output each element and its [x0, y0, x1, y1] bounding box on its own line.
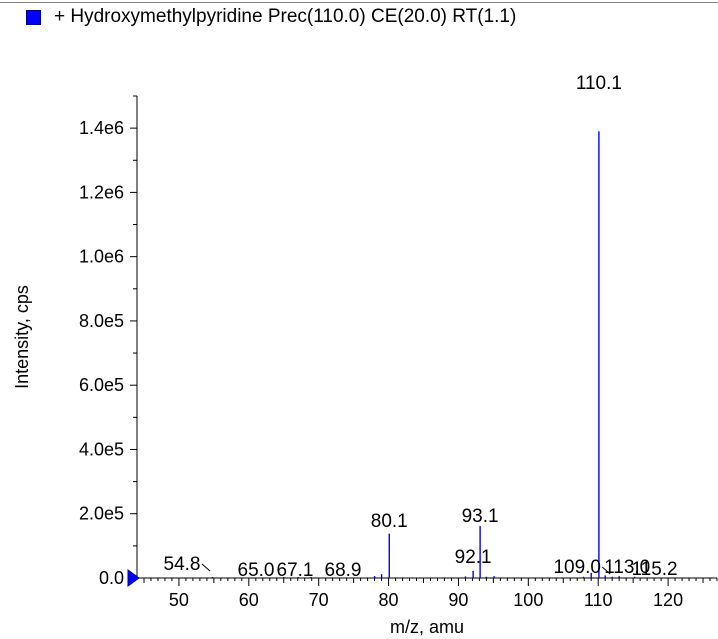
peak-label: 109.0 — [553, 557, 601, 578]
x-tick-label: 70 — [309, 590, 329, 610]
peak-label: 67.1 — [277, 560, 314, 581]
peak-label: 80.1 — [371, 511, 408, 532]
y-tick-label: 1.2e6 — [79, 182, 124, 202]
y-tick-label: 4.0e5 — [79, 439, 124, 459]
x-axis-label: m/z, amu — [390, 617, 464, 637]
y-tick-label: 8.0e5 — [79, 311, 124, 331]
y-tick-label: 1.0e6 — [79, 247, 124, 267]
label-leader-line — [201, 563, 211, 572]
axis-ticks: 50 60 70 80 90 100 110 120 0.0 2.0e5 4.0e5 6.0e5 8.0… — [79, 95, 718, 610]
peak-label: 92.1 — [455, 547, 492, 568]
x-tick-label: 100 — [513, 590, 543, 610]
peak-labels: 54.8 65.0 67.1 68.9 80.1 92.1 93.1 109.0 110.1 11… — [164, 73, 678, 581]
y-tick-label: 0.0 — [99, 568, 124, 588]
peak-label: 115.2 — [631, 559, 677, 580]
x-tick-label: 50 — [169, 590, 189, 610]
y-axis-label: Intensity, cps — [12, 285, 32, 389]
y-tick-label: 6.0e5 — [79, 375, 124, 395]
x-tick-label: 120 — [653, 590, 683, 610]
peak-label: 68.9 — [325, 560, 362, 581]
x-tick-label: 80 — [379, 590, 399, 610]
y-tick-label: 1.4e6 — [79, 118, 124, 138]
legend: + Hydroxymethylpyridine Prec(110.0) CE(2… — [26, 6, 516, 28]
label-leader-line — [601, 566, 611, 575]
legend-swatch — [26, 9, 41, 25]
peak-label: 65.0 — [238, 560, 275, 581]
top-border-line — [0, 2, 718, 3]
peak-label: 93.1 — [462, 506, 499, 527]
spectrum-peaks — [211, 131, 636, 578]
axes — [136, 96, 717, 579]
legend-label: + Hydroxymethylpyridine Prec(110.0) CE(2… — [54, 6, 517, 27]
peak-label: 54.8 — [164, 554, 201, 575]
zero-level-marker[interactable] — [127, 569, 140, 587]
peak-label: 113.0 — [604, 557, 650, 578]
x-tick-label: 90 — [448, 590, 468, 610]
y-tick-label: 2.0e5 — [79, 504, 124, 524]
peak-label: 110.1 — [576, 73, 622, 94]
x-tick-label: 110 — [584, 590, 613, 610]
x-tick-label: 60 — [239, 590, 259, 610]
